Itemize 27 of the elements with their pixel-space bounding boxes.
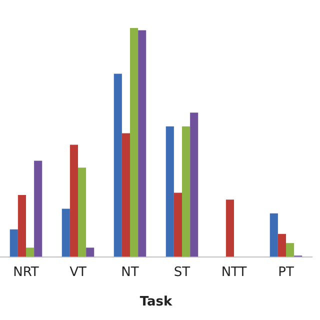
bar bbox=[78, 168, 86, 257]
bar bbox=[122, 133, 130, 257]
bar bbox=[190, 112, 198, 257]
bar bbox=[114, 74, 122, 257]
bar bbox=[174, 192, 182, 257]
bar bbox=[226, 200, 234, 257]
x-tick-label: NTT bbox=[221, 264, 247, 280]
bar bbox=[70, 144, 78, 257]
x-tick-label: VT bbox=[70, 264, 86, 280]
bar bbox=[286, 243, 294, 257]
bar bbox=[278, 234, 286, 257]
bar bbox=[130, 28, 138, 257]
bar bbox=[166, 126, 174, 257]
bar bbox=[26, 248, 34, 257]
bar bbox=[10, 229, 18, 257]
bar bbox=[18, 195, 26, 257]
bar bbox=[138, 30, 146, 257]
bar bbox=[86, 248, 94, 257]
x-tick-label: PT bbox=[278, 264, 294, 280]
x-tick-label: NT bbox=[121, 264, 139, 280]
x-tick-label: NRT bbox=[13, 264, 39, 280]
x-axis-title: Task bbox=[140, 294, 173, 310]
bar bbox=[34, 160, 42, 257]
bar bbox=[62, 208, 70, 257]
x-tick-label: ST bbox=[174, 264, 190, 280]
bar bbox=[270, 213, 278, 257]
bar bbox=[182, 126, 190, 257]
